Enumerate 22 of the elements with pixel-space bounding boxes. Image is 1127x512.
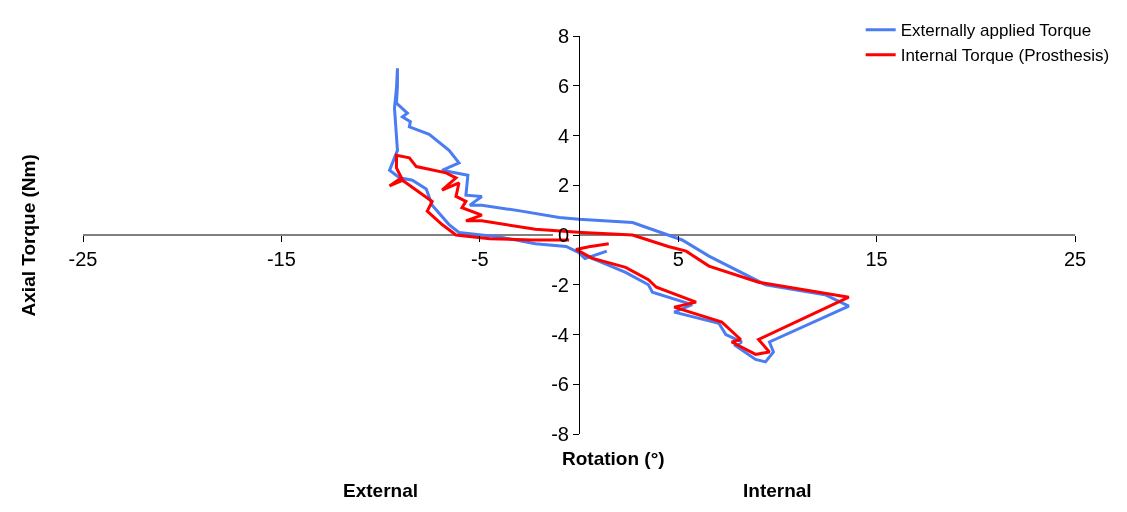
x-tick-label: -25: [68, 248, 98, 270]
x-axis-title: Rotation (°): [562, 448, 665, 469]
y-tick-label: 8: [557, 25, 569, 47]
text: Internal: [743, 480, 812, 501]
legend-label: Externally applied Torque: [900, 21, 1092, 41]
y-tick-label: 6: [557, 74, 569, 97]
y-tick-label: -8: [551, 423, 569, 445]
x-tick-label: -5: [470, 248, 489, 270]
x-tick-label: 15: [865, 248, 888, 270]
x-tick-label: 25: [1063, 248, 1087, 270]
line-series: [388, 66, 851, 364]
x-tick-label: -15: [266, 248, 296, 270]
y-tick-label: -4: [551, 323, 569, 346]
y-tick-label: 4: [557, 124, 569, 147]
line-series: [388, 153, 851, 356]
text: External: [343, 480, 418, 501]
y-axis-title: Axial Torque (Nm): [18, 154, 40, 317]
legend-label: Internal Torque (Prosthesis): [900, 46, 1110, 66]
y-tick-label: -6: [551, 373, 569, 396]
y-tick-label: -2: [551, 273, 569, 296]
y-tick-label: 2: [557, 174, 569, 197]
x-tick-label: 5: [672, 248, 684, 270]
